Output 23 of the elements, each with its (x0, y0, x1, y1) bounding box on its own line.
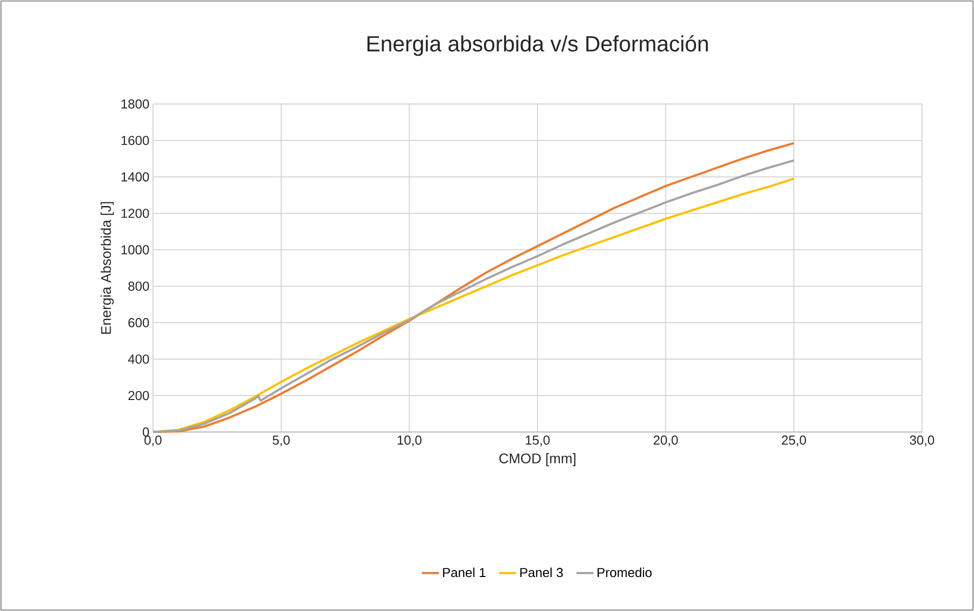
x-tick-label: 25,0 (782, 436, 806, 446)
y-tick-label: 0 (142, 427, 149, 437)
y-tick-label: 400 (128, 354, 149, 364)
y-tick-label: 1200 (122, 208, 149, 218)
chart-title: Energia absorbida v/s Deformación (368, 35, 708, 56)
x-tick-label: 10,0 (398, 436, 422, 446)
x-axis-title: CMOD [mm] (499, 453, 576, 466)
y-tick-label: 1000 (122, 245, 149, 254)
x-tick-label: 0,0 (144, 436, 162, 446)
legend-label: Panel 1 (443, 568, 486, 578)
legend-label: Promedio (598, 568, 652, 578)
x-tick-label: 15,0 (526, 436, 550, 446)
x-tick-label: 5,0 (272, 436, 290, 446)
y-tick-label: 1400 (122, 172, 149, 182)
x-tick-label: 30,0 (910, 436, 934, 446)
y-tick-label: 200 (128, 390, 149, 400)
x-tick-label: 20,0 (654, 436, 678, 446)
y-tick-label: 600 (128, 318, 149, 328)
y-axis-title: Energia Absorbida [J] (100, 202, 114, 334)
y-tick-label: 1600 (122, 136, 149, 146)
y-tick-label: 1800 (122, 99, 149, 109)
y-tick-label: 800 (128, 282, 149, 291)
legend-label: Panel 3 (520, 568, 563, 578)
